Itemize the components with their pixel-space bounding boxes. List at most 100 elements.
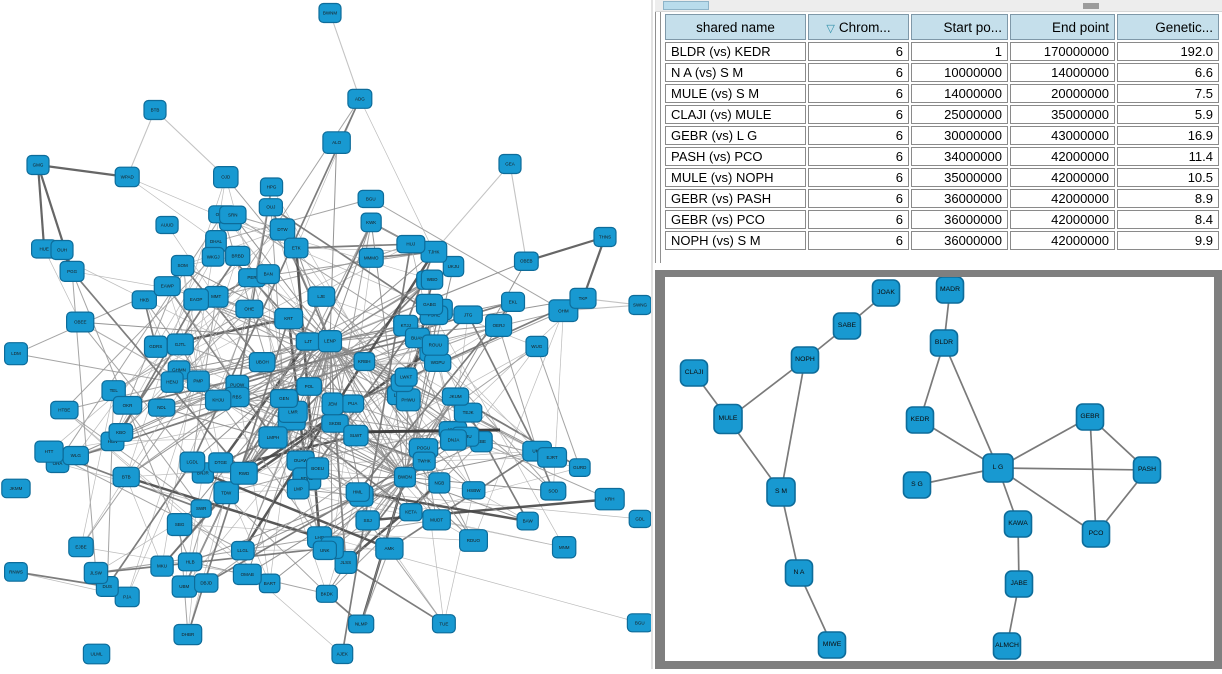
network-node-MIWE[interactable]: MIWE xyxy=(819,632,846,658)
network-node[interactable]: LJT xyxy=(296,333,320,350)
network-node[interactable]: DTGE xyxy=(209,453,233,472)
network-node[interactable]: MMMO xyxy=(359,248,383,267)
network-node[interactable]: GEA xyxy=(499,155,521,174)
overview-network-canvas[interactable]: MMMOOBEEPERADGWPADDRMGHMNKRTOUJALOBRBDRG… xyxy=(0,0,651,669)
network-node[interactable]: DHBR xyxy=(174,625,202,645)
network-node-NOPH[interactable]: NOPH xyxy=(792,347,819,373)
network-node[interactable]: HLB xyxy=(178,553,201,571)
network-node[interactable]: LDM xyxy=(5,343,28,365)
network-node[interactable]: JKUM xyxy=(442,388,468,405)
network-node[interactable]: MKU xyxy=(151,556,173,576)
network-node[interactable]: BAN xyxy=(257,265,280,284)
network-edge-NOPH-S M[interactable] xyxy=(781,360,805,492)
network-node[interactable]: AUUD xyxy=(156,217,178,234)
network-node[interactable]: HTBE xyxy=(51,401,78,418)
network-node[interactable]: ULML xyxy=(83,644,109,664)
network-node[interactable]: GMG xyxy=(27,156,49,175)
network-node[interactable]: POL xyxy=(297,378,322,396)
network-node[interactable]: HTT xyxy=(35,441,63,462)
network-node[interactable]: SWR xyxy=(191,500,211,517)
network-node[interactable]: TEJK xyxy=(454,403,481,422)
column-header-1[interactable]: ▽Chrom... xyxy=(808,14,909,40)
network-node[interactable]: OHE xyxy=(236,300,263,317)
network-node[interactable]: JTG xyxy=(454,306,482,324)
network-node[interactable]: BART xyxy=(259,574,280,593)
network-node[interactable]: MNM xyxy=(553,537,576,558)
network-node[interactable]: KETA xyxy=(400,504,422,521)
network-node[interactable]: BTB xyxy=(113,467,139,486)
network-node[interactable]: EAOP xyxy=(184,289,209,310)
network-node[interactable]: ROUU xyxy=(422,335,448,355)
network-node[interactable]: OKR xyxy=(113,397,141,415)
network-node[interactable]: OBEB xyxy=(515,252,539,270)
network-node[interactable]: AMK xyxy=(376,538,403,559)
network-node[interactable]: NLMP xyxy=(349,615,374,633)
network-node[interactable]: KHJU xyxy=(206,390,231,410)
network-node[interactable]: SBG xyxy=(167,514,191,536)
network-node[interactable]: PUA xyxy=(342,395,364,412)
network-node[interactable]: WUG xyxy=(526,336,548,356)
network-node[interactable]: UBOH xyxy=(249,353,275,372)
scrollbar-thumb[interactable] xyxy=(1083,3,1099,9)
network-node[interactable]: DNJA xyxy=(441,430,467,450)
network-node[interactable]: GJTL xyxy=(167,334,193,355)
network-node[interactable]: OBEE xyxy=(67,312,94,332)
network-node[interactable]: TUE xyxy=(433,615,456,633)
network-node[interactable]: HKB xyxy=(132,291,156,309)
network-node[interactable]: EJBE xyxy=(69,537,93,557)
network-node[interactable]: EAWP xyxy=(154,277,180,296)
network-node[interactable]: BKDK xyxy=(316,585,337,602)
network-node[interactable]: ETK xyxy=(285,238,308,258)
network-node-PCO[interactable]: PCO xyxy=(1083,521,1110,547)
network-node-KEDR[interactable]: KEDR xyxy=(907,407,934,433)
network-node[interactable]: NDL xyxy=(149,399,175,416)
network-node[interactable]: WKGJ xyxy=(202,248,224,267)
network-node[interactable]: UNK xyxy=(313,541,336,559)
network-node[interactable]: TKP xyxy=(570,288,596,308)
network-node-JABE[interactable]: JABE xyxy=(1006,571,1033,597)
network-node[interactable]: LENP xyxy=(319,331,342,352)
network-node[interactable]: BWDN xyxy=(395,467,416,487)
network-node[interactable]: GDL xyxy=(629,510,651,527)
network-node[interactable]: WPAD xyxy=(115,167,139,186)
network-node[interactable]: PHWU xyxy=(397,389,421,411)
network-edge-GEBR-PCO[interactable] xyxy=(1090,417,1096,534)
network-node[interactable]: HML xyxy=(346,483,369,502)
network-node[interactable]: SWNG xyxy=(629,296,651,315)
network-node[interactable]: SRN xyxy=(220,206,246,224)
network-node-PASH[interactable]: PASH xyxy=(1134,457,1161,483)
network-node[interactable]: LJE xyxy=(308,287,335,306)
network-node[interactable]: BOEU xyxy=(307,458,329,479)
network-node[interactable]: AJEK xyxy=(332,644,353,663)
network-node[interactable]: BGU xyxy=(627,614,651,632)
network-node-S G[interactable]: S G xyxy=(904,472,931,498)
network-node[interactable]: RDUO xyxy=(460,530,488,552)
network-node[interactable]: KRBH xyxy=(354,353,375,371)
network-node[interactable]: OJD xyxy=(214,167,238,188)
network-node[interactable]: SOD xyxy=(541,482,566,500)
column-header-0[interactable]: shared name xyxy=(665,14,806,40)
network-node[interactable]: GURD xyxy=(570,459,591,477)
network-node-MADR[interactable]: MADR xyxy=(937,277,964,303)
network-node-CLAJI[interactable]: CLAJI xyxy=(681,360,708,386)
network-node[interactable]: GEN xyxy=(271,390,298,408)
network-node-KAWA[interactable]: KAWA xyxy=(1005,511,1032,537)
network-node[interactable]: DTW xyxy=(270,219,294,240)
network-node-BLDR[interactable]: BLDR xyxy=(931,330,958,356)
network-node[interactable]: WBO xyxy=(421,270,442,289)
network-node[interactable]: BWNM xyxy=(319,4,341,23)
network-node[interactable]: BAW xyxy=(517,512,538,530)
network-node[interactable]: BRBD xyxy=(226,246,250,265)
network-node[interactable]: KWK xyxy=(361,213,381,232)
network-node[interactable]: HPG xyxy=(261,178,283,196)
network-node[interactable]: JLSW xyxy=(84,563,107,584)
network-node[interactable]: JEM xyxy=(322,393,343,415)
network-node[interactable]: KBO xyxy=(109,424,133,442)
network-node[interactable]: THNS xyxy=(594,228,616,247)
